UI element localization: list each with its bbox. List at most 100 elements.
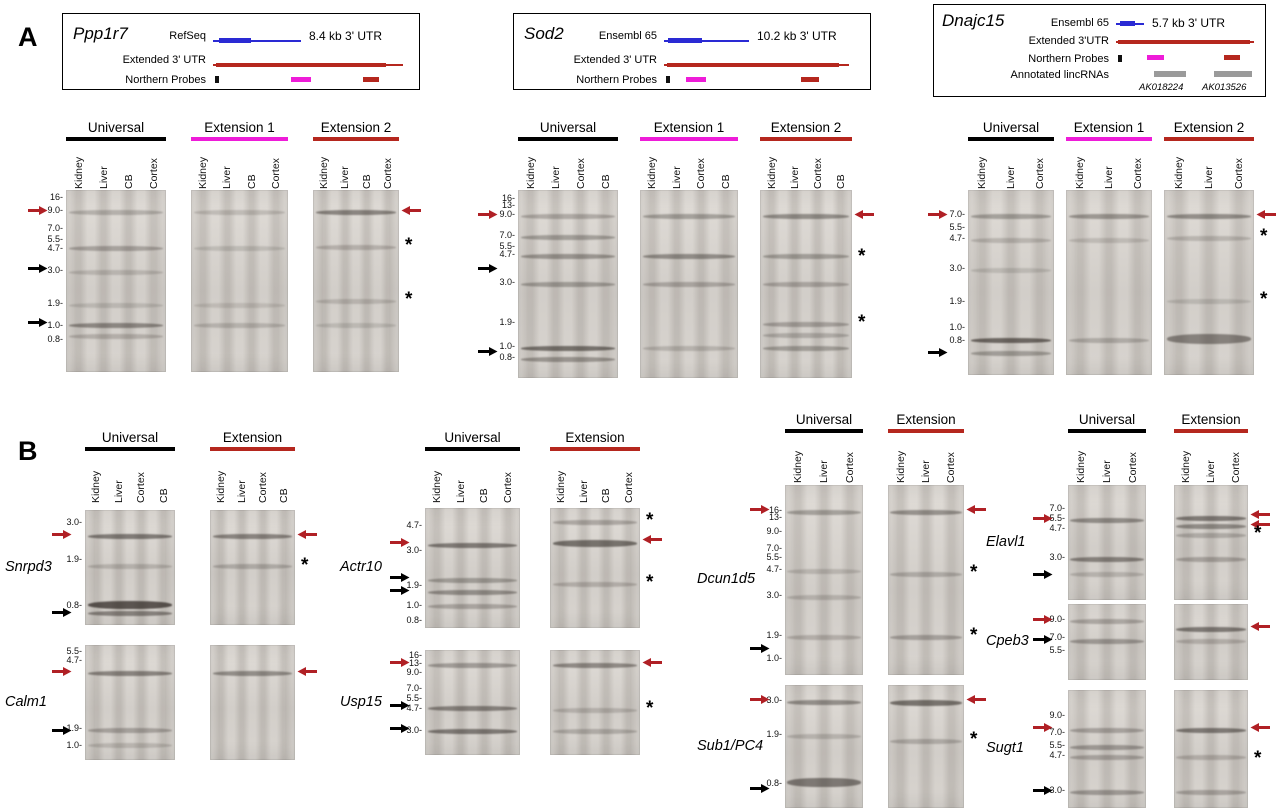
black-arrow-icon: [478, 346, 498, 357]
lane-label: Cortex: [1131, 158, 1144, 189]
blot-section: [1174, 604, 1248, 680]
blot-band: [1176, 557, 1246, 563]
asterisk-mark: *: [646, 572, 654, 594]
lane-label: CB: [360, 174, 373, 189]
lane-label: Cortex: [147, 158, 160, 189]
blot-band: [1176, 754, 1246, 760]
black-arrow-icon: [1033, 634, 1053, 645]
gene-name-label: Usp15: [340, 693, 382, 710]
lincrna-name-2: AK013526: [1202, 82, 1247, 93]
lane-label: Kidney: [1075, 450, 1087, 483]
ensembl-utr-bar: [1120, 21, 1135, 26]
black-arrow-icon: [478, 263, 498, 274]
blot-unit-usp15: Usp15 16- 13- 9.0- 7.0- 5.5- 4.7- 3.0- *: [335, 650, 666, 755]
lane-label: CB: [599, 174, 612, 189]
blot-band: [890, 572, 962, 578]
asterisk-mark: *: [646, 697, 654, 719]
size-marker: 3.0-: [949, 262, 965, 273]
blot-band: [552, 540, 638, 548]
blot-section: [425, 650, 520, 755]
refseq-utr-bar: [219, 38, 251, 43]
black-arrow-icon: [750, 783, 770, 794]
lane-label: Kidney: [765, 156, 778, 189]
blot-group-dnajc15: Universal Kidney Liver Cortex Extension 1 Kid…: [928, 120, 1276, 375]
track-label-refseq: RefSeq: [169, 30, 206, 42]
size-marker: 4.7-: [406, 519, 422, 530]
size-marker: 0.8-: [406, 614, 422, 625]
blot-band: [1070, 745, 1144, 751]
blot-unit-snrpd3: Snrpd3 3.0- 1.9- 0.8- *: [0, 510, 321, 625]
blot-band: [552, 582, 638, 588]
lane-label: CB: [278, 488, 291, 503]
blot-band: [315, 244, 397, 250]
size-marker: 7.0-: [1049, 503, 1065, 513]
lane-label: Cortex: [502, 472, 515, 503]
northern-blot-image: [66, 190, 166, 372]
blot-band: [315, 299, 397, 305]
blot-band: [87, 564, 173, 570]
size-marker: 13-: [408, 657, 422, 668]
lane-label: Kidney: [1180, 450, 1193, 483]
blot-band: [1176, 516, 1246, 522]
track-label-ensembl: Ensembl 65: [598, 30, 657, 42]
red-arrow-icon: [642, 534, 662, 545]
blot-band: [212, 671, 293, 677]
size-marker: 0.8-: [47, 334, 63, 345]
blot-band: [787, 635, 861, 641]
lane-label: Liver: [97, 166, 110, 189]
universal-probe-mark: [1118, 55, 1122, 62]
lane-label: Kidney: [72, 156, 85, 189]
blot-unit-calm1: Calm1 5.5- 4.7- 1.9- 1.0-: [0, 645, 321, 760]
universal-probe-mark: [666, 76, 670, 83]
lane-label: Kidney: [555, 470, 568, 503]
column-header-actr10-usp15: Universal Kidney Liver CB Cortex Extension Kid…: [390, 430, 640, 504]
size-marker: 5.5-: [1049, 644, 1065, 655]
blot-band: [427, 705, 518, 711]
size-marker: 1.9-: [766, 729, 782, 740]
blot-band: [87, 611, 173, 617]
red-arrow-icon: [642, 657, 662, 668]
red-arrow-icon: [52, 529, 72, 540]
gene-title: Sod2: [524, 24, 564, 43]
blot-band: [1070, 518, 1144, 524]
blot-section: [210, 645, 295, 760]
red-arrow-icon: [928, 209, 948, 220]
northern-blot-image: [518, 190, 618, 378]
lane-label: Cortex: [1229, 452, 1242, 483]
extended-utr-bar: [667, 63, 839, 67]
lane-label: Liver: [454, 480, 467, 503]
blot-band: [193, 302, 286, 308]
blot-band: [193, 322, 286, 328]
lane-labels: Kidney Liver CB Cortex: [313, 142, 399, 190]
blot-section: Extension Kidney Liver Cortex: [888, 412, 964, 484]
size-marker: 4.7-: [499, 248, 515, 259]
lane-label: Liver: [221, 166, 234, 189]
blot-band: [427, 604, 518, 609]
blot-section: Extension Kidney Liver Cortex: [1174, 412, 1248, 484]
northern-blot-image: [785, 485, 863, 675]
asterisk-mark: *: [970, 562, 978, 584]
lane-label: Liver: [1101, 460, 1113, 483]
blot-band: [1176, 533, 1246, 539]
blot-band: [1166, 299, 1252, 305]
track-label-extended-utr: Extended 3' UTR: [573, 54, 657, 66]
red-arrow-icon: [854, 209, 874, 220]
gene-name-label: Snrpd3: [5, 558, 52, 575]
asterisk-mark: *: [1260, 289, 1268, 311]
extended-utr-bar: [216, 63, 386, 67]
lane-labels: Kidney Liver Cortex CB: [640, 142, 738, 190]
blot-band: [762, 321, 850, 327]
blot-section-title: Extension 2: [313, 120, 399, 141]
blot-band: [1068, 214, 1150, 220]
lane-label: Kidney: [90, 470, 103, 503]
size-marker: 4.7-: [1049, 522, 1065, 533]
size-marker: 4.7-: [47, 243, 63, 254]
size-marker: 5.5-: [66, 645, 82, 656]
size-marker: 3.0-: [406, 724, 422, 735]
blot-band: [1176, 638, 1246, 644]
blot-band: [193, 246, 286, 252]
blot-band: [787, 699, 861, 705]
blot-band: [521, 214, 615, 220]
blot-band: [552, 707, 638, 713]
